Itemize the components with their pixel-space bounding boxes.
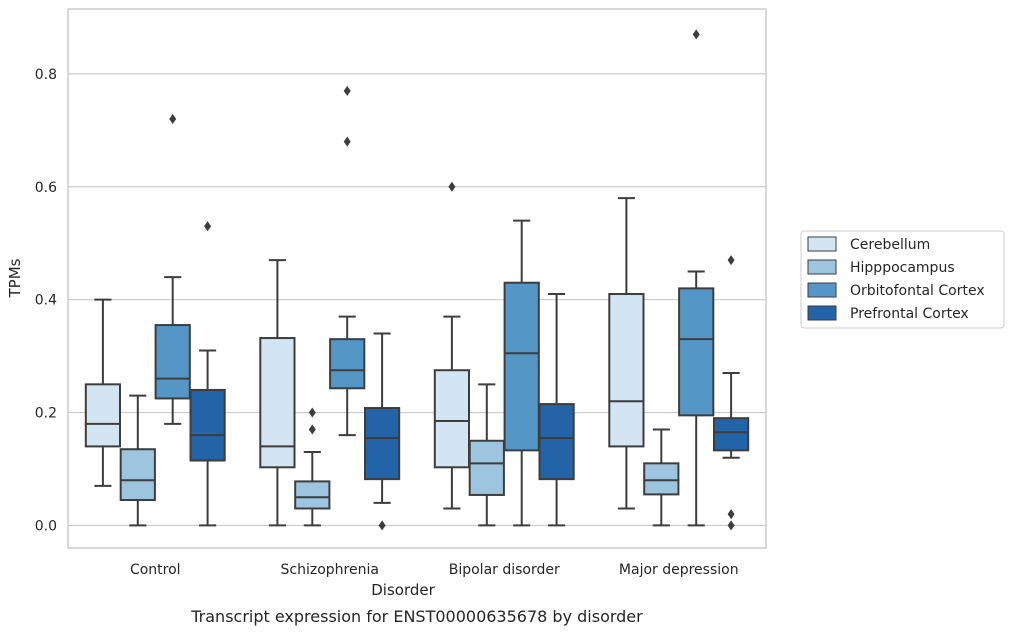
chart-caption: Transcript expression for ENST0000063567… xyxy=(190,607,643,626)
outlier-point xyxy=(727,255,735,266)
box xyxy=(189,221,226,527)
x-tick-label: Major depression xyxy=(619,562,739,578)
legend-swatch xyxy=(807,236,837,252)
box xyxy=(712,255,750,531)
box-body xyxy=(712,417,750,452)
box xyxy=(678,29,715,527)
y-axis-ticks: 0.0 0.2 0.4 0.6 0.8 xyxy=(35,67,57,535)
legend: Cerebellum Hipppocampus Orbitofontal Corte… xyxy=(800,230,1005,329)
box xyxy=(84,298,122,487)
box-series xyxy=(84,29,750,531)
box-body xyxy=(119,448,156,502)
outlier-point xyxy=(204,221,212,232)
box-body xyxy=(643,462,680,496)
box-body xyxy=(608,293,645,448)
outlier-point xyxy=(308,407,316,418)
outlier-point xyxy=(343,136,351,147)
x-axis-label: Disorder xyxy=(371,581,435,599)
box-body xyxy=(468,439,505,496)
box xyxy=(363,332,401,531)
x-tick-label: Bipolar disorder xyxy=(449,562,560,578)
box-body xyxy=(84,383,122,448)
y-axis-label: TPMs xyxy=(6,258,24,298)
outlier-point xyxy=(378,520,386,531)
grid-lines xyxy=(68,73,766,527)
legend-label: Cerebellum xyxy=(850,237,930,253)
y-tick-label: 0.0 xyxy=(35,518,57,534)
legend-swatch xyxy=(807,259,837,275)
legend-swatch xyxy=(807,282,837,298)
box xyxy=(294,407,331,527)
outlier-point xyxy=(343,85,351,96)
outlier-point xyxy=(448,181,456,192)
box-body xyxy=(329,338,366,390)
legend-frame xyxy=(800,230,1005,329)
box xyxy=(259,259,296,527)
box-body xyxy=(678,287,715,417)
legend-label: Prefrontal Cortex xyxy=(850,306,969,322)
box-body xyxy=(294,480,331,510)
box xyxy=(503,219,540,527)
box-body xyxy=(154,324,191,400)
legend-label: Hipppocampus xyxy=(850,260,955,276)
box-body xyxy=(259,337,296,469)
box xyxy=(643,428,680,527)
box xyxy=(433,181,471,510)
box-body xyxy=(538,403,575,481)
box-body xyxy=(433,369,471,469)
box-body xyxy=(189,388,226,462)
box xyxy=(608,197,645,510)
y-tick-label: 0.2 xyxy=(35,406,57,422)
y-tick-label: 0.4 xyxy=(35,293,57,309)
outlier-point xyxy=(169,114,177,125)
outlier-point xyxy=(308,424,316,435)
outlier-point xyxy=(692,29,700,40)
x-tick-label: Schizophrenia xyxy=(281,562,379,578)
box xyxy=(119,394,156,527)
y-tick-label: 0.6 xyxy=(35,180,57,196)
x-tick-label: Control xyxy=(130,562,181,578)
y-tick-label: 0.8 xyxy=(35,67,57,83)
outlier-point xyxy=(727,520,735,531)
x-axis-ticks: Control Schizophrenia Bipolar disorder Majo… xyxy=(130,562,739,578)
box xyxy=(468,383,505,527)
box xyxy=(538,293,575,527)
legend-swatch xyxy=(807,305,837,321)
outlier-point xyxy=(727,509,735,520)
legend-label: Orbitofontal Cortex xyxy=(850,283,985,299)
box xyxy=(154,114,191,425)
plot-frame xyxy=(67,8,767,549)
box xyxy=(329,85,366,437)
box-body xyxy=(503,281,540,452)
box-body xyxy=(363,407,401,481)
